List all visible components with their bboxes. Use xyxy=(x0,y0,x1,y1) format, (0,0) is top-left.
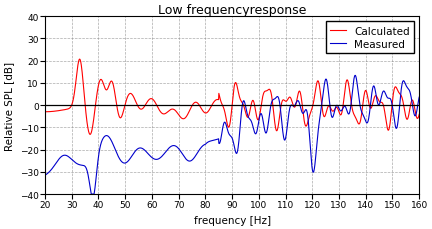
Calculated xyxy=(239,101,245,104)
Calculated xyxy=(42,111,48,114)
Y-axis label: Relative SPL [dB]: Relative SPL [dB] xyxy=(4,61,14,150)
Measured xyxy=(216,138,221,141)
Measured xyxy=(346,113,352,116)
Measured xyxy=(42,174,48,177)
Calculated xyxy=(172,109,177,112)
Measured xyxy=(412,113,417,116)
Measured xyxy=(353,75,358,77)
Legend: Calculated, Measured: Calculated, Measured xyxy=(326,22,414,54)
Measured xyxy=(239,110,244,113)
Line: Measured: Measured xyxy=(45,76,419,194)
X-axis label: frequency [Hz]: frequency [Hz] xyxy=(194,215,271,225)
Calculated xyxy=(346,87,352,90)
Calculated xyxy=(416,113,422,116)
Measured xyxy=(133,149,139,152)
Title: Low frequencyresponse: Low frequencyresponse xyxy=(158,4,306,17)
Measured xyxy=(89,193,94,196)
Calculated xyxy=(216,99,221,101)
Line: Calculated: Calculated xyxy=(45,60,419,135)
Calculated xyxy=(412,104,417,107)
Calculated xyxy=(133,102,139,104)
Calculated xyxy=(77,59,83,61)
Calculated xyxy=(88,134,93,136)
Measured xyxy=(416,96,422,99)
Measured xyxy=(172,144,177,147)
